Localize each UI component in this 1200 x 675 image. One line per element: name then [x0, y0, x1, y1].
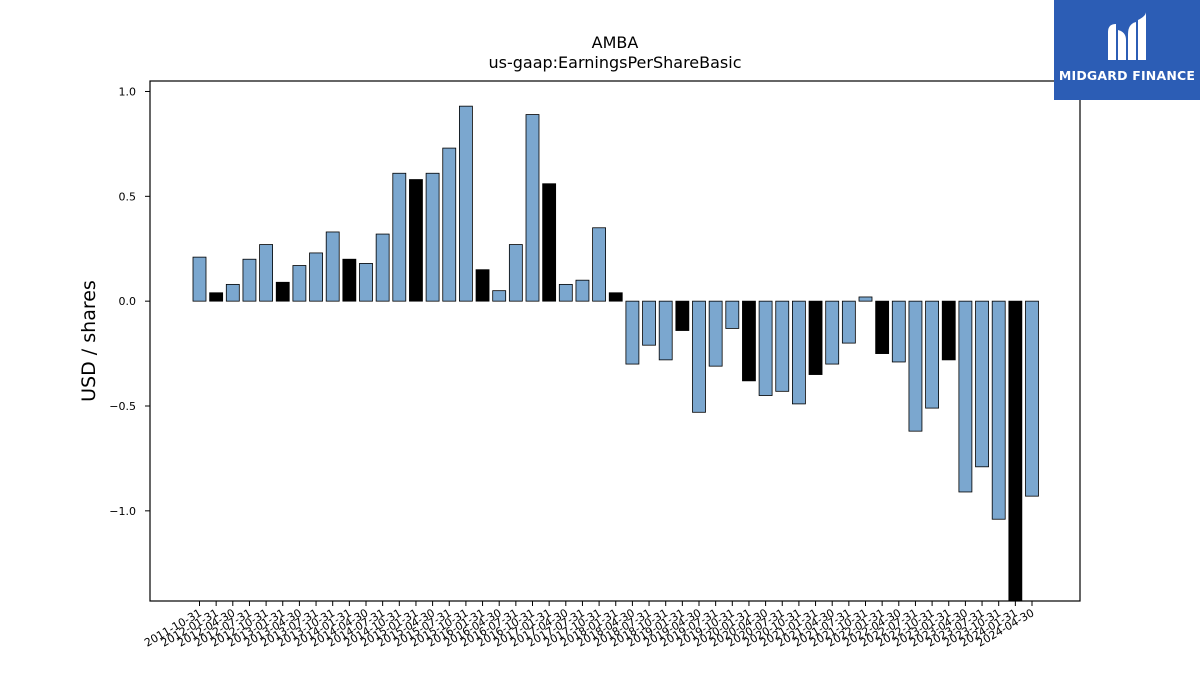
bar — [409, 179, 423, 302]
bar — [192, 256, 207, 302]
plot-frame — [149, 80, 1081, 602]
bar — [1025, 300, 1039, 497]
bar — [642, 300, 656, 346]
bar — [458, 105, 473, 302]
bar — [958, 300, 973, 493]
y-tick-label: 0.0 — [119, 295, 137, 308]
bar — [941, 300, 956, 361]
bar — [625, 300, 640, 365]
bar — [492, 290, 507, 302]
bar — [425, 172, 440, 302]
y-tick-label: −1.0 — [109, 505, 136, 518]
bar — [325, 231, 340, 302]
bar — [1008, 300, 1023, 602]
x-axis: 2011-10-312012-01-312012-04-302012-07-31… — [142, 601, 1037, 650]
bar — [742, 300, 756, 382]
bar — [825, 300, 840, 365]
bar — [342, 258, 357, 302]
bar — [442, 147, 457, 302]
bar — [975, 300, 989, 468]
bar — [925, 300, 939, 409]
bar — [475, 269, 490, 302]
y-tick-label: −0.5 — [109, 400, 136, 413]
bar — [841, 300, 856, 344]
bar — [758, 300, 773, 396]
bar — [908, 300, 923, 432]
chart-title: AMBA — [592, 33, 639, 52]
bar — [592, 227, 606, 302]
bar — [242, 258, 257, 302]
y-axis-label: USD / shares — [78, 280, 100, 402]
chart-subtitle: us-gaap:EarningsPerShareBasic — [488, 53, 741, 72]
bar — [675, 300, 690, 331]
bar — [858, 296, 873, 302]
bar — [309, 252, 323, 302]
y-tick-label: 1.0 — [119, 85, 137, 98]
bar — [808, 300, 823, 375]
bar — [275, 281, 290, 302]
bar — [875, 300, 890, 354]
bar — [575, 279, 590, 302]
bar — [792, 300, 806, 405]
bar-series — [192, 105, 1039, 602]
bar — [558, 283, 573, 302]
bar — [359, 263, 373, 302]
bar — [708, 300, 723, 367]
y-axis: 1.0 0.5 0.0 −0.5 −1.0 — [109, 85, 150, 518]
bar — [525, 114, 540, 302]
bar — [508, 244, 523, 302]
brand-name: MIDGARD FINANCE — [1058, 68, 1196, 83]
bar — [542, 183, 557, 302]
bar — [608, 292, 623, 302]
y-tick-label: 0.5 — [119, 190, 137, 203]
bar — [375, 233, 390, 302]
bar — [292, 265, 307, 302]
midgard-logo-icon — [1108, 12, 1146, 60]
bar — [225, 283, 240, 302]
bar — [392, 172, 407, 302]
bar — [891, 300, 906, 363]
bar — [725, 300, 740, 329]
bar — [259, 244, 274, 302]
bar — [692, 300, 706, 413]
bar — [991, 300, 1006, 520]
bar — [658, 300, 673, 361]
bar — [209, 292, 224, 302]
brand-logo: MIDGARD FINANCE — [1054, 0, 1200, 100]
bar — [775, 300, 790, 392]
